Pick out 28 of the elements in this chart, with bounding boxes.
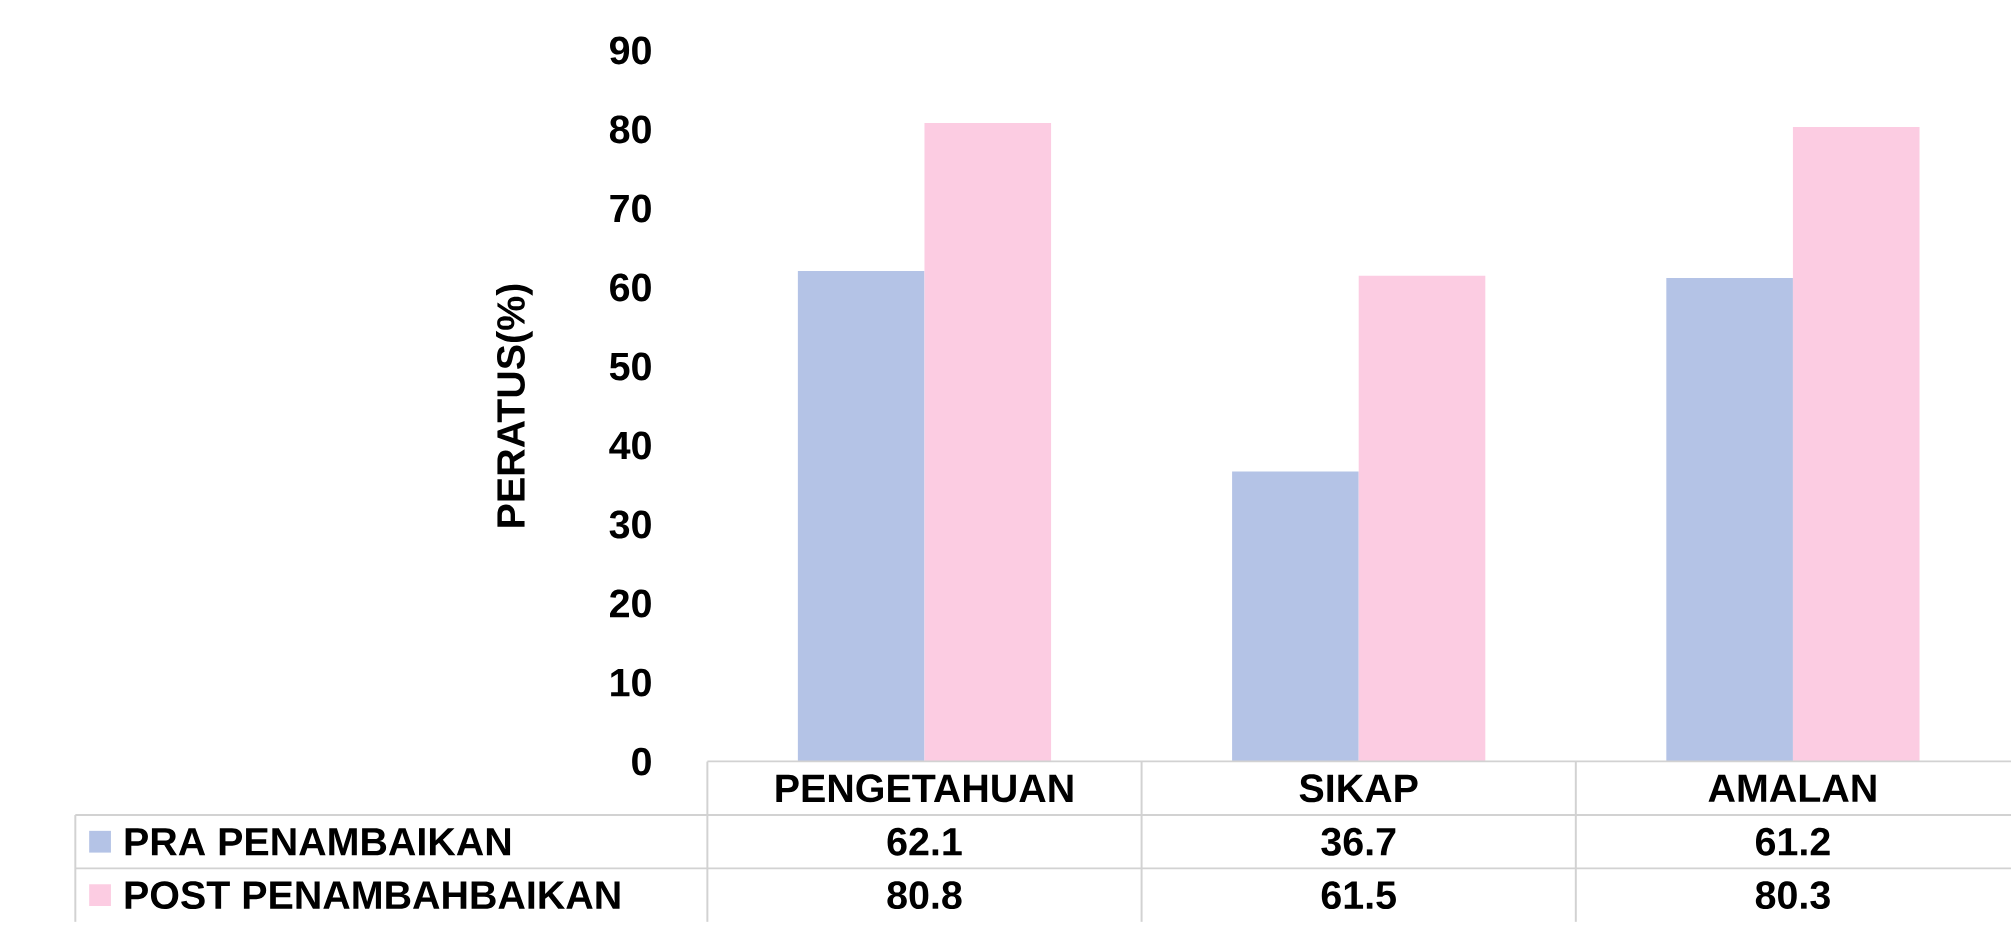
data-label: 61.2 xyxy=(1756,827,1830,856)
y-axis-title: PERATUS(%) xyxy=(495,284,533,527)
y-tick-label: 30 xyxy=(609,510,651,539)
y-tick-label: 50 xyxy=(609,352,651,381)
data-label: 61.5 xyxy=(1321,881,1396,910)
y-tick-label: 60 xyxy=(610,273,651,302)
data-label: 36.7 xyxy=(1321,827,1396,856)
bar xyxy=(1358,275,1486,762)
y-tick-label: 90 xyxy=(610,36,651,65)
x-tick-label: PENGETAHUAN xyxy=(776,774,1073,803)
bar xyxy=(1232,471,1359,762)
bar xyxy=(797,271,925,762)
x-tick-label: AMALAN xyxy=(1708,774,1876,803)
bar xyxy=(1666,278,1793,762)
bar xyxy=(1792,127,1920,762)
x-tick-label: SIKAP xyxy=(1299,774,1418,803)
bar xyxy=(924,123,1052,762)
y-tick-label: 0 xyxy=(632,747,651,776)
y-tick-label: 70 xyxy=(610,194,651,223)
y-tick-label: 10 xyxy=(611,668,651,697)
legend-label: POST PENAMBAHBAIKAN xyxy=(125,881,620,910)
data-label: 62.1 xyxy=(887,827,962,856)
y-tick-label: 20 xyxy=(610,589,651,618)
data-label: 80.3 xyxy=(1755,881,1830,910)
y-tick-label: 40 xyxy=(609,431,651,460)
y-tick-label: 80 xyxy=(609,115,651,144)
data-label: 80.8 xyxy=(887,881,962,910)
legend-label: PRA PENAMBAIKAN xyxy=(125,828,511,856)
